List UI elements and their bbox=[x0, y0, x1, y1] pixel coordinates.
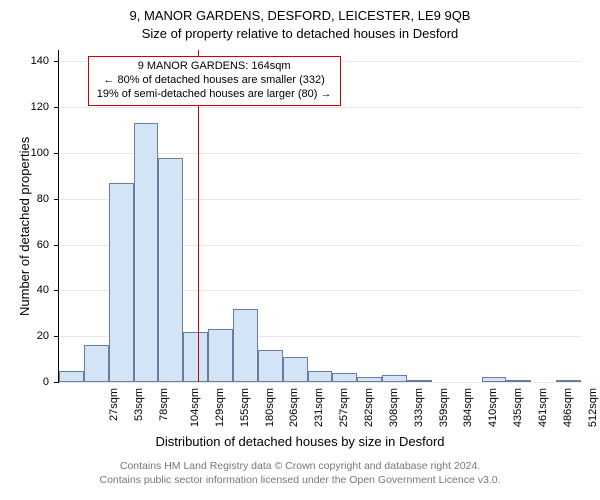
y-tick-label: 60 bbox=[37, 239, 49, 251]
x-tick-label: 129sqm bbox=[214, 388, 226, 427]
footer-attribution: Contains HM Land Registry data © Crown c… bbox=[0, 460, 600, 487]
y-tick-label: 80 bbox=[37, 193, 49, 205]
chart-subtitle: Size of property relative to detached ho… bbox=[0, 26, 600, 41]
chart-title: 9, MANOR GARDENS, DESFORD, LEICESTER, LE… bbox=[0, 8, 600, 23]
x-tick-label: 410sqm bbox=[487, 388, 499, 427]
histogram-bar bbox=[308, 371, 333, 382]
histogram-bar bbox=[283, 357, 308, 382]
x-tick-label: 359sqm bbox=[438, 388, 450, 427]
y-tick-label: 140 bbox=[31, 55, 49, 67]
x-tick-label: 231sqm bbox=[313, 388, 325, 427]
y-tick-mark bbox=[54, 245, 59, 246]
x-tick-label: 78sqm bbox=[158, 388, 170, 421]
y-tick-mark bbox=[54, 290, 59, 291]
y-tick-mark bbox=[54, 199, 59, 200]
y-tick-label: 120 bbox=[31, 101, 49, 113]
x-tick-label: 461sqm bbox=[537, 388, 549, 427]
x-tick-label: 104sqm bbox=[189, 388, 201, 427]
y-tick-mark bbox=[54, 153, 59, 154]
y-tick-label: 20 bbox=[37, 330, 49, 342]
grid-line bbox=[59, 382, 581, 383]
y-tick-label: 100 bbox=[31, 147, 49, 159]
y-tick-label: 0 bbox=[43, 376, 49, 388]
histogram-bar bbox=[382, 375, 407, 382]
x-tick-label: 257sqm bbox=[338, 388, 350, 427]
x-tick-label: 333sqm bbox=[413, 388, 425, 427]
x-tick-label: 180sqm bbox=[264, 388, 276, 427]
histogram-bar bbox=[357, 377, 382, 382]
footer-line-2: Contains public sector information licen… bbox=[0, 474, 600, 488]
y-axis-title: Number of detached properties bbox=[17, 137, 32, 316]
x-tick-label: 435sqm bbox=[512, 388, 524, 427]
y-tick-mark bbox=[54, 382, 59, 383]
footer-line-1: Contains HM Land Registry data © Crown c… bbox=[0, 460, 600, 474]
y-tick-mark bbox=[54, 107, 59, 108]
y-tick-mark bbox=[54, 61, 59, 62]
x-tick-label: 282sqm bbox=[363, 388, 375, 427]
histogram-bar bbox=[183, 332, 208, 382]
histogram-bar bbox=[556, 380, 581, 382]
x-tick-label: 308sqm bbox=[388, 388, 400, 427]
histogram-bar bbox=[59, 371, 84, 382]
histogram-bar bbox=[506, 380, 531, 382]
y-tick-label: 40 bbox=[37, 284, 49, 296]
histogram-bar bbox=[482, 377, 507, 382]
grid-line bbox=[59, 107, 581, 108]
plot-area: 02040608010012014027sqm53sqm78sqm104sqm1… bbox=[58, 50, 581, 383]
histogram-bar bbox=[208, 329, 233, 382]
histogram-bar bbox=[233, 309, 258, 382]
y-tick-mark bbox=[54, 336, 59, 337]
histogram-bar bbox=[109, 183, 134, 382]
histogram-bar bbox=[332, 373, 357, 382]
histogram-bar bbox=[84, 345, 109, 382]
annotation-line: 19% of semi-detached houses are larger (… bbox=[97, 88, 332, 102]
annotation-box: 9 MANOR GARDENS: 164sqm← 80% of detached… bbox=[88, 56, 341, 106]
x-tick-label: 206sqm bbox=[289, 388, 301, 427]
x-tick-label: 27sqm bbox=[108, 388, 120, 421]
chart-container: 9, MANOR GARDENS, DESFORD, LEICESTER, LE… bbox=[0, 0, 600, 500]
x-axis-title: Distribution of detached houses by size … bbox=[0, 434, 600, 449]
x-tick-label: 512sqm bbox=[587, 388, 599, 427]
histogram-bar bbox=[158, 158, 183, 382]
annotation-line: 9 MANOR GARDENS: 164sqm bbox=[97, 60, 332, 74]
x-tick-label: 155sqm bbox=[239, 388, 251, 427]
histogram-bar bbox=[134, 123, 159, 382]
x-tick-label: 486sqm bbox=[562, 388, 574, 427]
x-tick-label: 53sqm bbox=[133, 388, 145, 421]
histogram-bar bbox=[258, 350, 283, 382]
x-tick-label: 384sqm bbox=[463, 388, 475, 427]
histogram-bar bbox=[407, 380, 432, 382]
annotation-line: ← 80% of detached houses are smaller (33… bbox=[97, 74, 332, 88]
